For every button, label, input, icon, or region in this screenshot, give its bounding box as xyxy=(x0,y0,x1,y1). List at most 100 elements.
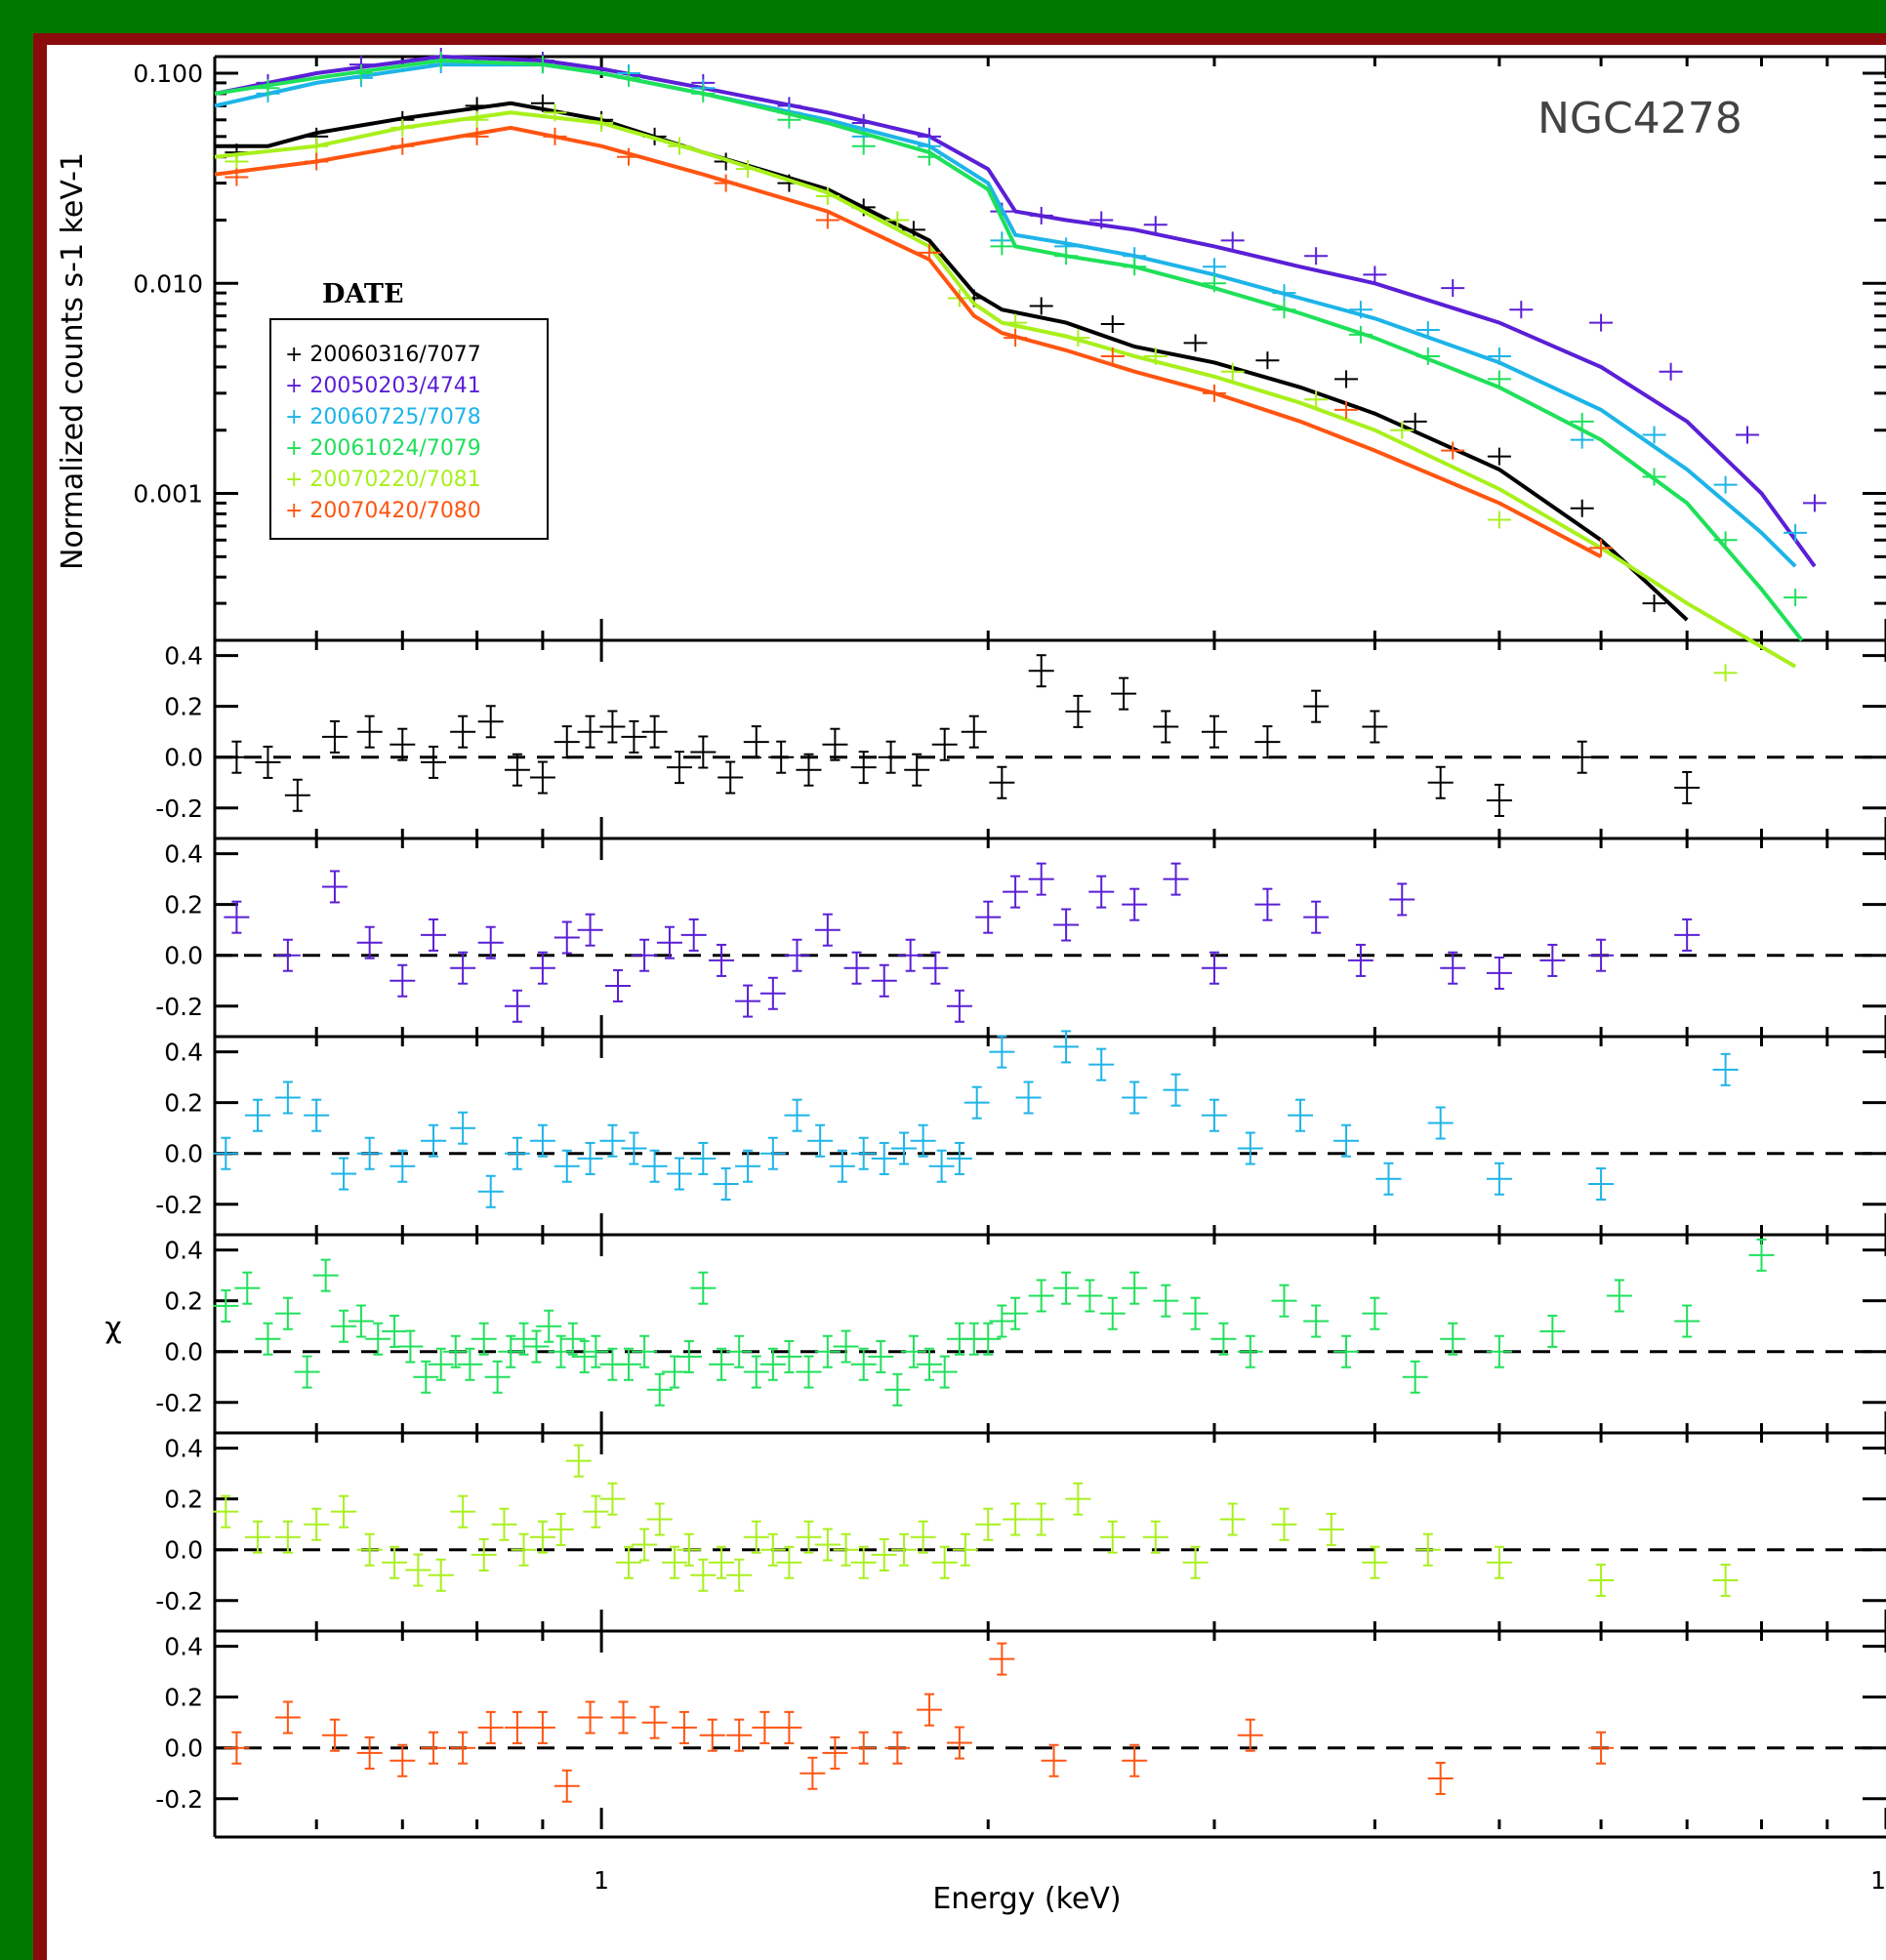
spectrum-point xyxy=(1255,351,1280,370)
residual-point xyxy=(1375,1162,1402,1196)
spectrum-point xyxy=(1487,347,1511,365)
residual-point xyxy=(833,1532,859,1567)
residual-point xyxy=(274,1520,301,1554)
residual-point xyxy=(356,1735,383,1770)
legend-item-2: + 20050203/4741 xyxy=(285,374,481,398)
spectrum-point xyxy=(1066,329,1090,347)
residual-point xyxy=(759,1136,786,1170)
residual-point xyxy=(1099,1520,1126,1554)
residual-point xyxy=(1028,1502,1054,1536)
residual-point xyxy=(1486,956,1512,990)
residual-point xyxy=(234,1271,261,1305)
residual-point xyxy=(1201,1098,1227,1132)
spectrum-point xyxy=(1713,475,1738,494)
residual-point xyxy=(833,1329,859,1364)
y-tick-label-residual: -0.2 xyxy=(155,1785,203,1814)
residual-point xyxy=(1347,943,1374,977)
residual-point xyxy=(822,1735,848,1770)
spectrum-point xyxy=(736,160,760,179)
spectrum-point xyxy=(465,127,489,145)
residual-point xyxy=(709,943,735,977)
residual-point xyxy=(946,1726,972,1760)
spectrum-point xyxy=(851,137,876,155)
residual-point xyxy=(577,1141,603,1175)
residual-point xyxy=(1674,770,1701,804)
spectrum-point xyxy=(1100,347,1125,365)
residual-point xyxy=(1674,918,1701,952)
residual-point xyxy=(599,710,626,744)
residual-point xyxy=(529,1710,555,1744)
residual-point xyxy=(1065,694,1091,728)
spectrum-point xyxy=(617,68,641,87)
residual-point xyxy=(356,1532,383,1567)
residual-point xyxy=(850,1545,877,1579)
residual-point xyxy=(850,751,877,785)
residual-point xyxy=(413,1360,439,1394)
residual-point xyxy=(390,1743,416,1777)
residual-point xyxy=(583,1494,609,1529)
residual-point xyxy=(1028,862,1054,896)
spectrum-point xyxy=(429,51,453,69)
residual-point xyxy=(1748,1238,1775,1272)
x-axis-title: Energy (keV) xyxy=(932,1882,1121,1916)
residual-point xyxy=(599,1482,626,1516)
spectrum-point xyxy=(815,186,840,205)
residual-point xyxy=(1163,1073,1189,1107)
spectrum-point xyxy=(1304,390,1329,409)
spectrum-point xyxy=(617,147,641,166)
residual-point xyxy=(1389,882,1415,917)
y-tick-label-spectrum: 0.010 xyxy=(133,269,203,298)
y-tick-label-spectrum: 0.001 xyxy=(133,480,203,509)
residual-point xyxy=(917,1693,943,1727)
residual-point xyxy=(1210,1322,1237,1356)
residual-point xyxy=(796,753,822,787)
residual-point xyxy=(752,1710,778,1744)
residual-point xyxy=(1588,1166,1615,1201)
y-tick-label-residual: 0.2 xyxy=(164,1486,203,1514)
spectrum-point xyxy=(305,152,329,171)
residual-point xyxy=(511,1532,537,1567)
residual-point xyxy=(1028,1279,1054,1313)
legend-item-1: + 20060316/7077 xyxy=(285,343,481,367)
residual-point xyxy=(800,1756,826,1790)
residual-point xyxy=(548,1334,574,1368)
residual-point xyxy=(709,1347,735,1381)
residual-point xyxy=(1142,1520,1168,1554)
y-tick-label-spectrum: 0.100 xyxy=(133,60,203,88)
y-tick-label-residual: -0.2 xyxy=(155,993,203,1021)
residual-point xyxy=(1333,1123,1360,1158)
residual-point xyxy=(484,1360,511,1394)
residual-point xyxy=(814,913,840,947)
y-tick-label-residual: -0.2 xyxy=(155,1191,203,1219)
spectrum-point xyxy=(1272,301,1296,319)
residual-point xyxy=(975,1322,1002,1356)
residual-point xyxy=(1153,710,1179,744)
residual-point xyxy=(1271,1507,1297,1541)
residual-point xyxy=(1588,1563,1615,1597)
legend-item-3: + 20060725/7078 xyxy=(285,405,481,429)
residual-point xyxy=(891,1532,918,1567)
residual-point xyxy=(1088,875,1115,909)
residual-point xyxy=(390,727,416,761)
residual-point xyxy=(897,938,923,972)
residual-point xyxy=(571,1339,597,1373)
residual-point xyxy=(477,925,504,960)
spectrum-point xyxy=(1304,247,1329,265)
residual-point xyxy=(632,938,658,972)
residual-point xyxy=(1122,1743,1148,1777)
spectrum-point xyxy=(590,113,614,132)
residual-point xyxy=(796,1520,822,1554)
residual-point xyxy=(1486,1545,1512,1579)
residual-point xyxy=(1674,1304,1701,1338)
spectrum-point xyxy=(667,137,691,155)
residual-point xyxy=(850,1347,877,1381)
residual-point xyxy=(676,1339,702,1373)
residual-point xyxy=(294,1355,320,1389)
spectrum-point xyxy=(1487,370,1511,388)
residual-point xyxy=(904,753,930,787)
residual-point xyxy=(504,753,530,787)
residual-point xyxy=(850,1731,877,1765)
spectrum-point xyxy=(390,137,415,155)
spectrum-point xyxy=(1272,284,1296,303)
spectrum-point xyxy=(1415,321,1440,340)
